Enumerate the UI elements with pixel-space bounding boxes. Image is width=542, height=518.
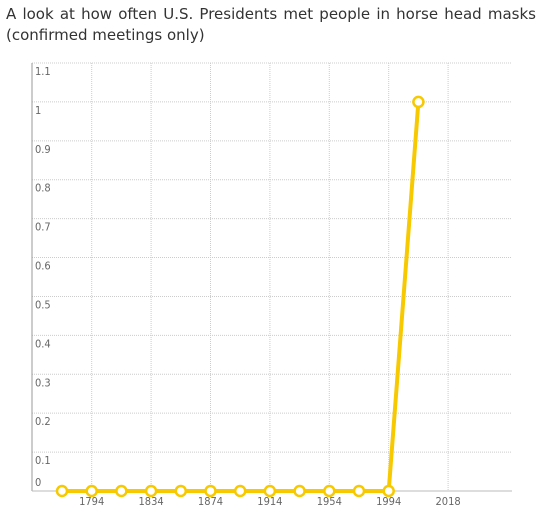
point bbox=[174, 484, 188, 498]
y-tick-label: 1 bbox=[35, 104, 41, 117]
point bbox=[115, 484, 128, 498]
point bbox=[55, 484, 69, 498]
y-tick-label: 0.1 bbox=[35, 454, 51, 467]
y-tick-label: 0 bbox=[35, 476, 41, 489]
y-tick-label: 0.9 bbox=[35, 143, 51, 156]
point bbox=[412, 95, 425, 109]
x-tick-label: 1914 bbox=[257, 495, 282, 508]
x-tick-label: 1954 bbox=[317, 495, 342, 508]
point bbox=[352, 484, 366, 498]
x-tick-label: 1874 bbox=[198, 495, 223, 508]
point bbox=[263, 484, 277, 498]
point bbox=[233, 484, 247, 498]
y-tick-label: 0.7 bbox=[35, 221, 51, 234]
x-tick-label: 1794 bbox=[79, 495, 104, 508]
point bbox=[293, 484, 306, 498]
y-tick-label: 0.5 bbox=[35, 298, 51, 311]
y-tick-label: 0.6 bbox=[35, 260, 51, 273]
y-tick-label: 1.1 bbox=[35, 65, 51, 78]
point bbox=[144, 484, 158, 498]
y-tick-label: 0.8 bbox=[35, 182, 51, 195]
point bbox=[323, 484, 336, 498]
x-tick-label: 2018 bbox=[436, 495, 461, 508]
point bbox=[85, 484, 98, 498]
y-tick-label: 0.4 bbox=[35, 337, 51, 350]
y-tick-label: 0.3 bbox=[35, 376, 51, 389]
y-tick-label: 0.2 bbox=[35, 415, 51, 428]
point bbox=[204, 484, 217, 498]
x-tick-label: 1834 bbox=[139, 495, 164, 508]
point bbox=[382, 484, 395, 498]
chart-title: A look at how often U.S. Presidents met … bbox=[6, 5, 536, 44]
x-tick-label: 1994 bbox=[376, 495, 401, 508]
